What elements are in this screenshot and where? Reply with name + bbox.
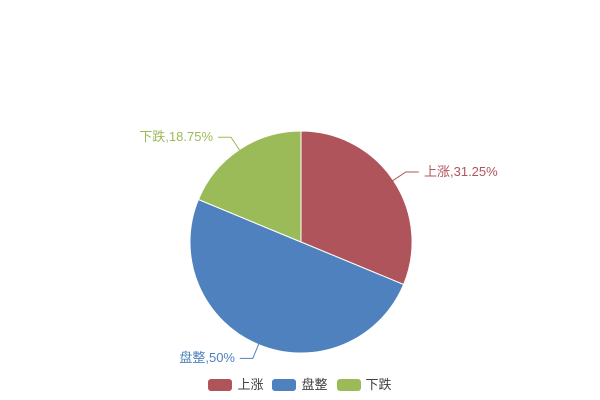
legend-swatch-down-icon [336,379,361,391]
legend-item-down[interactable]: 下跌 [336,377,392,393]
legend-item-up[interactable]: 上涨 [208,377,263,393]
legend-item-flat[interactable]: 盘整 [272,377,328,393]
legend-label-flat: 盘整 [301,377,328,392]
slice-label-up: 上涨,31.25% [424,164,498,179]
slice-label-flat: 盘整,50% [179,350,235,365]
legend: 上涨 盘整 下跌 [0,376,600,394]
leader-line-flat [239,342,260,359]
leader-line-up [391,171,419,182]
legend-swatch-up-icon [208,379,233,391]
leader-line-down [218,136,241,152]
legend-label-up: 上涨 [237,377,264,392]
slice-label-down: 下跌,18.75% [139,129,213,144]
legend-label-down: 下跌 [365,377,392,392]
legend-swatch-flat-icon [272,379,297,391]
